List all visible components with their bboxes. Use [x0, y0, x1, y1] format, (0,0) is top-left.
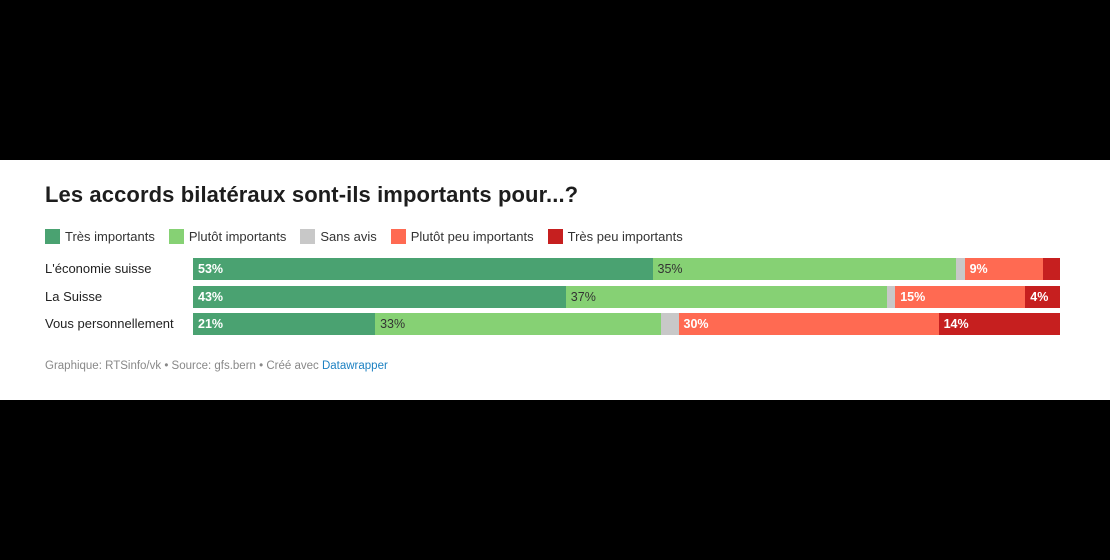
stacked-bar: 43% 37% 15% 4%: [193, 285, 1060, 308]
data-label: 35%: [657, 262, 683, 276]
chart-panel: Les accords bilatéraux sont-ils importan…: [0, 160, 1110, 400]
legend-swatch: [300, 228, 316, 244]
data-label: 37%: [570, 289, 596, 304]
bar-segment: [886, 285, 896, 308]
legend-item: Plutôt peu importants: [390, 228, 534, 244]
legend-swatch: [45, 228, 60, 244]
bar-segment: 37%: [565, 285, 887, 308]
bar-segment: 43%: [193, 285, 566, 308]
legend-swatch: [547, 228, 563, 244]
stacked-bar: 21% 33% 30% 14%: [193, 313, 1060, 335]
bar-segment: [1042, 258, 1060, 280]
stacked-bar: 53% 35% 9%: [193, 258, 1060, 280]
legend-label: Très peu importants: [567, 228, 683, 244]
footer-credit: Graphique: RTSinfo/vk • Source: gfs.bern…: [45, 360, 319, 372]
bar-segment: 33%: [375, 313, 662, 335]
bar-segment: 14%: [938, 313, 1060, 335]
bar-segment: 9%: [964, 258, 1043, 280]
legend-label: Très importants: [65, 228, 155, 244]
legend-label: Sans avis: [320, 228, 377, 244]
legend-item: Plutôt importants: [168, 228, 287, 244]
chart-title: Les accords bilatéraux sont-ils importan…: [45, 182, 579, 207]
category-label: L'économie suisse: [45, 261, 152, 276]
data-label: 33%: [380, 317, 406, 331]
data-label: 15%: [900, 289, 926, 304]
data-label: 4%: [1030, 289, 1049, 304]
bar-segment: [955, 258, 965, 280]
bar-segment: 30%: [678, 313, 939, 335]
legend-label: Plutôt peu importants: [410, 228, 534, 244]
data-label: 21%: [198, 317, 224, 331]
legend-item: Très peu importants: [547, 228, 683, 244]
bar-segment: 4%: [1025, 285, 1060, 308]
chart-legend: Très importants Plutôt importants Sans avi…: [45, 228, 697, 244]
legend-swatch: [390, 228, 406, 244]
datawrapper-link[interactable]: Datawrapper: [321, 360, 388, 372]
chart-footer: Graphique: RTSinfo/vk • Source: gfs.bern…: [45, 360, 388, 372]
data-label: 53%: [198, 262, 224, 276]
data-label: 30%: [683, 317, 709, 331]
legend-swatch: [168, 228, 184, 244]
category-label: Vous personnellement: [45, 316, 174, 331]
bar-segment: 15%: [895, 285, 1026, 308]
legend-item: Très importants: [45, 228, 155, 244]
bar-segment: [661, 313, 679, 335]
bar-segment: 21%: [193, 313, 376, 335]
bar-segment: 35%: [652, 258, 956, 280]
legend-item: Sans avis: [300, 228, 377, 244]
data-label: 14%: [943, 317, 969, 331]
legend-label: Plutôt importants: [188, 228, 287, 244]
data-label: 9%: [969, 262, 988, 276]
data-label: 43%: [198, 289, 224, 304]
category-label: La Suisse: [45, 288, 103, 304]
bar-segment: 53%: [193, 258, 653, 280]
